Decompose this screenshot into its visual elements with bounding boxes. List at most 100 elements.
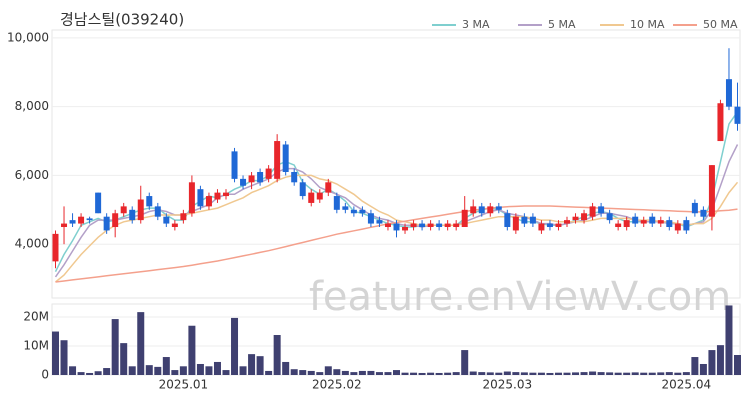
volume-bar — [631, 372, 639, 375]
candle-body — [453, 223, 460, 228]
x-tick-label: 2025.04 — [662, 378, 712, 392]
volume-bar — [103, 368, 111, 375]
volume-bar — [716, 345, 724, 375]
volume-bar — [196, 363, 204, 375]
candle-body — [564, 220, 570, 224]
volume-bar — [418, 372, 426, 375]
price-frame — [51, 29, 741, 299]
volume-bar — [120, 343, 128, 375]
candle-body — [410, 223, 417, 228]
y-tick-label: 4,000 — [15, 237, 49, 251]
candle-body — [171, 223, 178, 228]
volume-bar — [674, 372, 682, 375]
volume-bar — [699, 363, 707, 375]
volume-bar — [341, 370, 349, 375]
volume-bar — [86, 372, 94, 375]
candle-body — [359, 209, 366, 214]
candle-body — [282, 144, 289, 172]
candle-body — [444, 223, 451, 228]
candle-body — [589, 206, 596, 217]
volume-bar — [725, 305, 733, 375]
candle-body — [274, 141, 281, 179]
candle-body — [555, 223, 562, 228]
candle-body — [112, 213, 119, 228]
x-tick-label: 2025.02 — [312, 378, 362, 392]
candle-body — [299, 182, 306, 197]
candle-body — [61, 223, 68, 228]
volume-bar — [461, 350, 469, 375]
volume-bar — [520, 372, 528, 375]
volume-bar — [537, 372, 545, 375]
candle-body — [69, 220, 76, 224]
volume-bar — [614, 372, 622, 375]
candle-body — [615, 223, 622, 228]
candle-body — [725, 79, 732, 107]
candle-body — [350, 209, 357, 214]
candle-body — [120, 206, 127, 214]
candle-body — [402, 227, 409, 231]
candle-body — [538, 223, 545, 231]
volume-bar — [239, 366, 247, 375]
volume-bar — [137, 312, 145, 375]
volume-bar — [486, 372, 494, 375]
volume-bar — [333, 369, 341, 375]
candle-body — [436, 223, 443, 228]
candle-body — [197, 189, 204, 207]
volume-bar — [572, 372, 580, 375]
volume-bar — [52, 331, 59, 375]
candle-body — [504, 213, 511, 228]
volume-bar — [597, 372, 605, 375]
candle-body — [214, 192, 221, 200]
volume-bar — [69, 366, 77, 375]
volume-bar — [640, 372, 648, 375]
candle-body — [308, 192, 315, 203]
candle-body — [265, 168, 272, 179]
candle-body — [188, 182, 195, 214]
candle-body — [240, 178, 247, 186]
volume-bar — [60, 340, 68, 375]
volume-bar — [282, 361, 290, 375]
candle-body — [708, 165, 715, 217]
volume-bar — [682, 372, 690, 375]
volume-bar — [503, 371, 511, 375]
candle-body — [163, 216, 170, 224]
candle-body — [546, 223, 553, 228]
volume-bar — [393, 370, 400, 375]
candle-body — [223, 192, 229, 197]
candle-body — [86, 218, 93, 221]
volume-bar — [648, 372, 656, 375]
candle-body — [78, 216, 85, 224]
legend-label: 3 MA — [462, 18, 490, 31]
volume-bar — [691, 357, 699, 375]
volume-bar — [273, 335, 281, 375]
candle-body — [95, 192, 102, 214]
candle-body — [700, 209, 707, 217]
candle-body — [512, 216, 519, 231]
volume-bar — [307, 370, 315, 375]
volume-bar — [580, 372, 588, 375]
volume-bar — [665, 372, 673, 375]
volume-bar — [128, 366, 136, 375]
volume-bar — [77, 372, 85, 375]
volume-bar — [171, 370, 179, 375]
volume-bar — [299, 370, 307, 375]
volume-bar — [623, 372, 631, 375]
volume-bar — [350, 372, 358, 375]
volume-bar — [589, 371, 597, 375]
x-tick-label: 2025.01 — [159, 378, 209, 392]
candle-body — [205, 196, 212, 207]
candle-body — [333, 196, 340, 210]
candle-body — [478, 206, 485, 214]
volume-bar — [222, 370, 230, 375]
volume-bar — [546, 372, 554, 375]
candle-body — [427, 223, 434, 228]
volume-bar — [469, 371, 477, 375]
candle-body — [154, 206, 161, 217]
volume-bar — [657, 372, 665, 375]
y-tick-label: 6,000 — [15, 168, 49, 182]
volume-bar — [316, 372, 324, 375]
volume-bar — [256, 356, 264, 375]
chart-title: 경남스틸(039240) — [60, 11, 184, 29]
candle-body — [674, 223, 681, 231]
